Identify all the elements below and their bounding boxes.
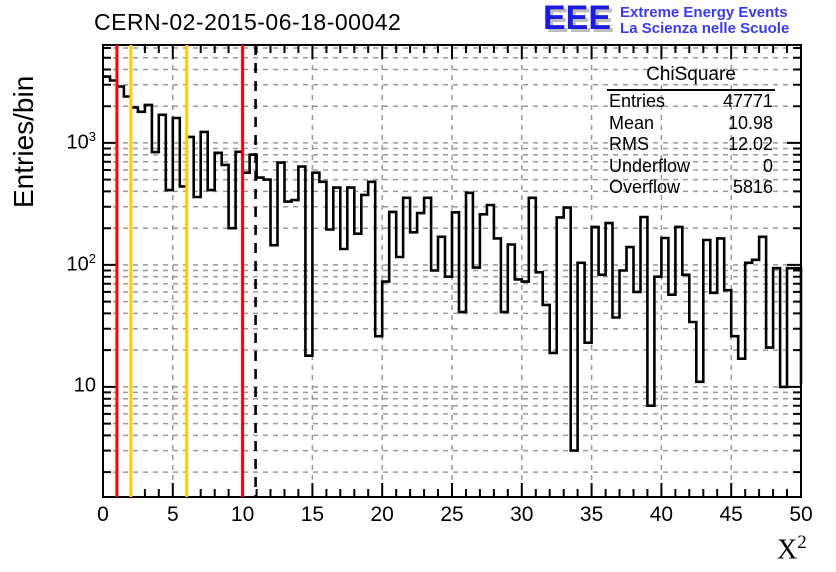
x-tick-label: 5 xyxy=(166,503,179,526)
eee-logo-line2: La Scienza nelle Scuole xyxy=(620,20,790,37)
stat-row: Underflow 0 xyxy=(607,156,775,178)
x-tick-label: 20 xyxy=(370,503,394,526)
stat-row: RMS 12.02 xyxy=(607,134,775,156)
stat-label: Underflow xyxy=(609,155,691,176)
stats-box: ChiSquare Entries 47771 Mean 10.98 RMS 12.02 U… xyxy=(607,64,775,199)
stat-value: 47771 xyxy=(722,91,773,111)
stat-value: 10.98 xyxy=(727,112,773,133)
y-tick-label: 102 xyxy=(66,250,96,276)
stats-title: ChiSquare xyxy=(607,64,775,91)
stat-value: 0 xyxy=(762,155,773,176)
y-axis-title: Entries/bin xyxy=(8,75,39,208)
x-tick-label: 15 xyxy=(300,503,325,526)
x-tick-label: 30 xyxy=(510,503,534,526)
stats-rows: Entries 47771 Mean 10.98 RMS 12.02 Underflow 0 O… xyxy=(607,91,775,199)
stat-row: Overflow 5816 xyxy=(607,177,775,199)
eee-logo-line1: Extreme Energy Events xyxy=(620,4,788,21)
stat-row: Mean 10.98 xyxy=(607,113,775,135)
stat-label: Overflow xyxy=(609,177,681,197)
y-tick-label: 103 xyxy=(66,128,96,154)
x-tick-label: 25 xyxy=(440,503,464,526)
x-tick-label: 40 xyxy=(649,503,674,526)
stat-value: 5816 xyxy=(732,177,773,197)
y-tick-label: 10 xyxy=(73,374,96,397)
plot-title: CERN-02-2015-06-18-00042 xyxy=(94,9,402,35)
eee-logo-acronym: EEE xyxy=(543,0,612,37)
stat-value: 12.02 xyxy=(727,134,773,154)
stat-label: Mean xyxy=(609,112,655,133)
stat-label: Entries xyxy=(609,91,666,111)
x-tick-label: 45 xyxy=(719,503,743,526)
x-tick-label: 50 xyxy=(789,503,813,526)
eee-logo: EEE Extreme Energy Events La Scienza nel… xyxy=(543,0,789,37)
x-tick-label: 0 xyxy=(97,503,109,526)
x-tick-label: 10 xyxy=(230,503,255,526)
histogram-line xyxy=(103,75,803,452)
stat-label: RMS xyxy=(609,134,649,154)
eee-logo-text: Extreme Energy Events La Scienza nelle S… xyxy=(620,4,789,37)
x-axis-title: X2 xyxy=(777,532,807,566)
x-tick-label: 35 xyxy=(579,503,604,526)
stat-row: Entries 47771 xyxy=(607,91,775,113)
